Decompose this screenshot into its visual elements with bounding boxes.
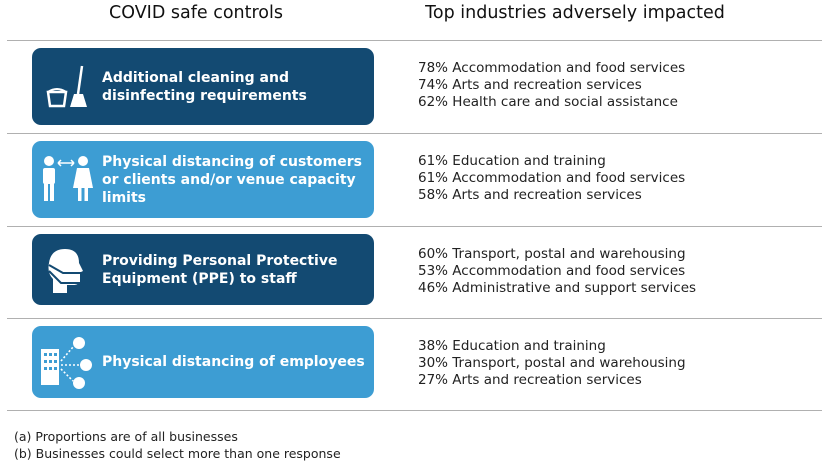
- control-box: Physical distancing of employees: [32, 326, 374, 398]
- control-box: Providing Personal Protective Equipment …: [32, 234, 374, 305]
- divider: [7, 226, 822, 227]
- bucket-mop-icon: [32, 62, 102, 112]
- control-row: Providing Personal Protective Equipment …: [7, 226, 822, 319]
- divider: [7, 318, 822, 319]
- control-label: Physical distancing of employees: [102, 354, 365, 370]
- people-distance-icon: [32, 155, 102, 205]
- face-mask-icon: [32, 247, 102, 293]
- industry-list: 60% Transport, postal and warehousing 53…: [418, 246, 696, 297]
- industry-item: 60% Transport, postal and warehousing: [418, 246, 686, 262]
- industry-item: 78% Accommodation and food services: [418, 60, 686, 76]
- industry-item: 61% Accommodation and food services: [418, 170, 686, 186]
- industry-list: 61% Education and training 61% Accommoda…: [418, 153, 685, 204]
- industry-item: 27% Arts and recreation services: [418, 372, 642, 388]
- industries-header: Top industries adversely impacted: [425, 3, 725, 23]
- control-box: Additional cleaning and disinfecting req…: [32, 48, 374, 125]
- industry-item: 38% Education and training: [418, 338, 606, 354]
- industry-item: 46% Administrative and support services: [418, 280, 697, 296]
- industry-list: 38% Education and training 30% Transport…: [418, 338, 686, 389]
- divider: [7, 133, 822, 134]
- industry-item: 61% Education and training: [418, 153, 606, 169]
- control-row: Additional cleaning and disinfecting req…: [7, 40, 822, 133]
- industry-item: 53% Accommodation and food services: [418, 263, 686, 279]
- industry-item: 58% Arts and recreation services: [418, 187, 642, 203]
- industry-item: 30% Transport, postal and warehousing: [418, 355, 686, 371]
- control-label: Physical distancing of customers or clie…: [102, 153, 362, 206]
- footnote: (a) Proportions are of all businesses: [14, 429, 238, 444]
- industry-item: 62% Health care and social assistance: [418, 94, 678, 110]
- controls-header: COVID safe controls: [109, 3, 283, 23]
- industry-list: 78% Accommodation and food services 74% …: [418, 60, 685, 111]
- control-label: Providing Personal Protective Equipment …: [102, 252, 338, 287]
- building-employees-icon: [32, 335, 102, 389]
- control-label: Additional cleaning and disinfecting req…: [102, 69, 307, 104]
- control-row: Physical distancing of customers or clie…: [7, 133, 822, 226]
- industry-item: 74% Arts and recreation services: [418, 77, 642, 93]
- control-row: Physical distancing of employees 38% Edu…: [7, 318, 822, 411]
- control-box: Physical distancing of customers or clie…: [32, 141, 374, 218]
- divider: [7, 40, 822, 41]
- divider: [7, 410, 822, 411]
- footnote: (b) Businesses could select more than on…: [14, 446, 341, 461]
